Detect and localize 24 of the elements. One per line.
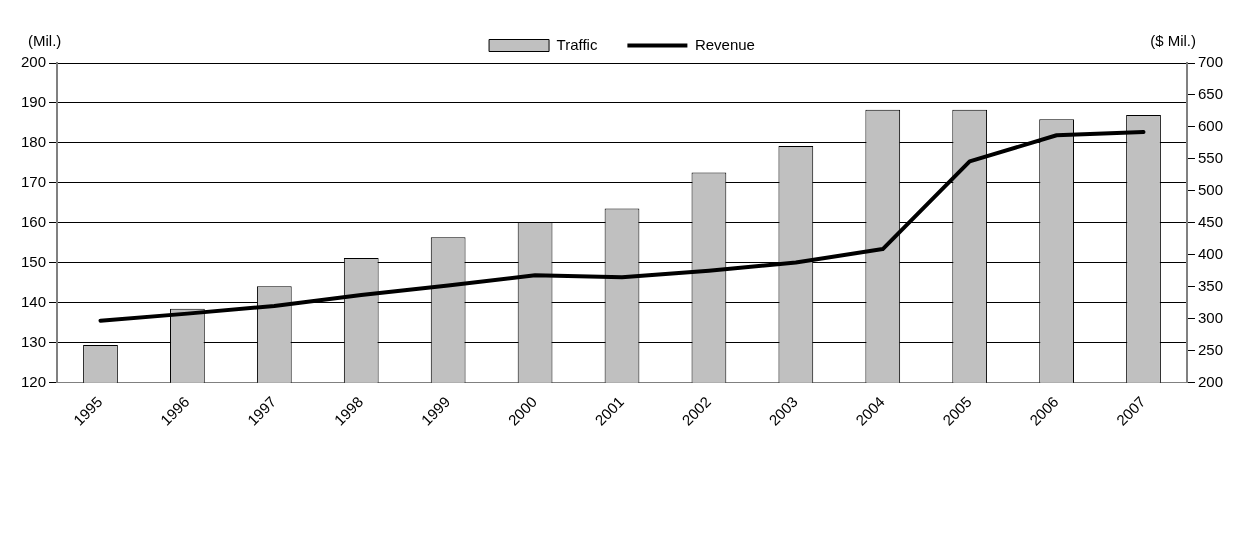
y-tick-label: 150: [21, 252, 47, 270]
y-tick-label: 170: [21, 173, 47, 191]
y-tick-label: 130: [21, 332, 47, 350]
y2-tick-label: 650: [1197, 85, 1223, 103]
y-tick-label: 120: [21, 372, 47, 390]
legend-label: Revenue: [694, 35, 755, 53]
y2-tick-label: 700: [1197, 53, 1223, 71]
y-tick-label: 180: [21, 133, 47, 151]
y-tick-label: 140: [21, 292, 47, 310]
y-tick-label: 160: [21, 212, 47, 230]
y2-tick-label: 450: [1197, 212, 1223, 230]
y2-tick-label: 250: [1197, 340, 1223, 358]
y-tick-label: 200: [21, 53, 47, 71]
y-axis-title: (Mil.): [28, 31, 62, 49]
y2-tick-label: 550: [1197, 149, 1223, 167]
y2-tick-label: 600: [1197, 117, 1223, 135]
y2-tick-label: 200: [1197, 372, 1223, 390]
y2-tick-label: 400: [1197, 244, 1223, 262]
y2-tick-label: 350: [1197, 276, 1223, 294]
y2-tick-label: 300: [1197, 308, 1223, 326]
legend-label: Traffic: [556, 35, 598, 53]
y-tick-label: 190: [21, 93, 47, 111]
y2-axis-title: ($ Mil.): [1150, 31, 1196, 49]
y2-tick-label: 500: [1197, 181, 1223, 199]
